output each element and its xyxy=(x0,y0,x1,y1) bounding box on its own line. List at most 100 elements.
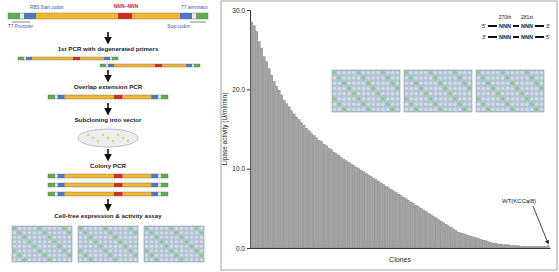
well xyxy=(434,87,437,90)
well xyxy=(396,71,399,74)
well xyxy=(453,97,456,100)
well xyxy=(458,92,461,95)
well xyxy=(150,258,153,261)
well xyxy=(511,92,514,95)
well xyxy=(190,227,193,230)
bar xyxy=(288,107,290,248)
well xyxy=(535,71,538,74)
well xyxy=(33,231,36,234)
step-label: Subcloning into vector xyxy=(74,116,142,123)
well xyxy=(381,87,384,90)
well xyxy=(482,97,485,100)
well xyxy=(104,231,107,234)
well xyxy=(376,76,379,79)
well xyxy=(79,258,82,261)
well xyxy=(520,92,523,95)
well xyxy=(338,87,341,90)
well xyxy=(410,87,413,90)
bar xyxy=(425,212,427,248)
plate xyxy=(332,70,400,112)
well xyxy=(99,240,102,243)
well xyxy=(463,108,466,111)
colony xyxy=(102,134,104,136)
well xyxy=(170,236,173,239)
bar xyxy=(303,125,305,248)
well xyxy=(511,97,514,100)
well xyxy=(347,108,350,111)
well xyxy=(501,92,504,95)
well xyxy=(491,102,494,105)
bar xyxy=(395,192,397,248)
well xyxy=(33,245,36,248)
well xyxy=(419,108,422,111)
colony xyxy=(92,137,94,139)
y-tick: 0.0 xyxy=(236,245,250,252)
well xyxy=(396,81,399,84)
well xyxy=(18,240,21,243)
bar xyxy=(445,224,447,248)
bar xyxy=(420,208,422,248)
bar xyxy=(365,173,367,248)
well xyxy=(109,236,112,239)
well xyxy=(68,240,71,243)
well xyxy=(150,245,153,248)
dna-strand xyxy=(535,36,544,38)
well xyxy=(84,231,87,234)
well xyxy=(386,92,389,95)
well xyxy=(453,108,456,111)
well xyxy=(18,245,21,248)
well xyxy=(486,97,489,100)
bar xyxy=(335,154,337,248)
well xyxy=(372,102,375,105)
well xyxy=(175,245,178,248)
well xyxy=(23,258,26,261)
well xyxy=(391,81,394,84)
well xyxy=(13,254,16,257)
step-label: Cell-free expression & activity assay xyxy=(54,212,162,219)
well xyxy=(448,81,451,84)
well xyxy=(458,71,461,74)
well xyxy=(468,71,471,74)
well xyxy=(124,254,127,257)
well xyxy=(468,87,471,90)
well xyxy=(145,236,148,239)
well xyxy=(33,249,36,252)
bar xyxy=(537,246,539,248)
well xyxy=(114,245,117,248)
construct-segment xyxy=(161,174,168,178)
well xyxy=(38,249,41,252)
well xyxy=(109,231,112,234)
well xyxy=(414,92,417,95)
bar xyxy=(480,239,482,248)
well xyxy=(444,97,447,100)
well xyxy=(160,227,163,230)
well xyxy=(165,245,168,248)
bar xyxy=(373,178,375,248)
well xyxy=(491,76,494,79)
well xyxy=(104,245,107,248)
well xyxy=(18,236,21,239)
well xyxy=(448,108,451,111)
construct-segment xyxy=(161,183,168,187)
construct-segment xyxy=(158,174,160,178)
well xyxy=(367,92,370,95)
well xyxy=(114,249,117,252)
bar xyxy=(515,246,517,248)
well xyxy=(150,236,153,239)
strand-end: 5' xyxy=(546,34,550,40)
bar xyxy=(380,183,382,248)
well xyxy=(482,108,485,111)
well xyxy=(63,227,66,230)
well xyxy=(525,108,528,111)
well xyxy=(367,76,370,79)
well xyxy=(58,236,61,239)
well xyxy=(333,81,336,84)
well xyxy=(333,87,336,90)
well xyxy=(424,76,427,79)
well xyxy=(376,108,379,111)
bar xyxy=(316,138,318,248)
well xyxy=(129,254,132,257)
well xyxy=(338,97,341,100)
well xyxy=(516,92,519,95)
petri-dish xyxy=(78,129,138,147)
